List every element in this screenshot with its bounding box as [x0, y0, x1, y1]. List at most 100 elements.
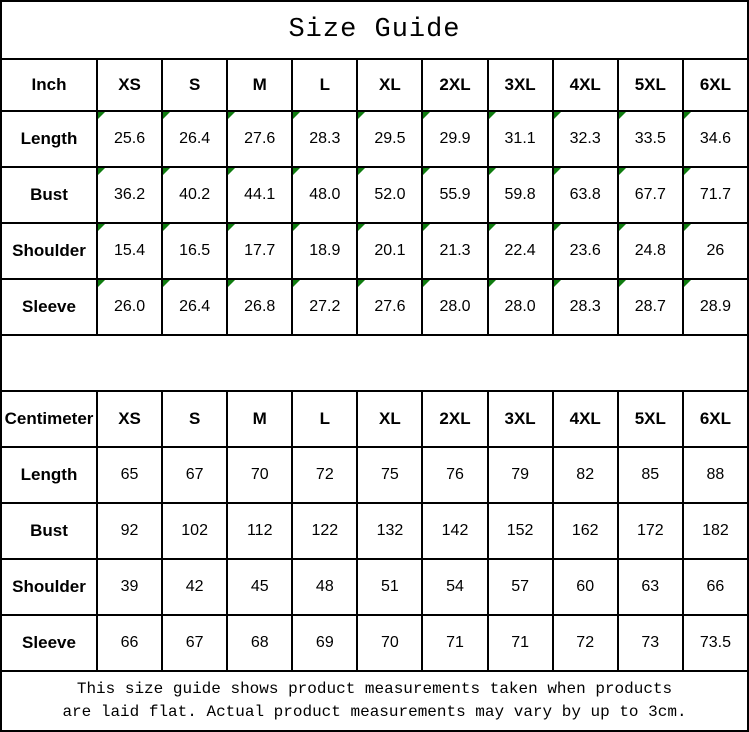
table-row: Bust 36.2 40.2 44.1 48.0 52.0 55.9 59.8 … — [0, 166, 749, 224]
size-value: 75 — [381, 466, 399, 483]
size-value: 66 — [706, 578, 725, 595]
size-cell: 122 — [291, 502, 359, 560]
size-value: 33.5 — [634, 130, 666, 147]
size-value: 22.4 — [504, 242, 536, 259]
size-cell: 71 — [486, 614, 554, 672]
excel-flag-triangle-icon — [684, 225, 691, 231]
size-value: 27.6 — [244, 130, 276, 147]
excel-flag-triangle-icon — [359, 169, 366, 175]
size-cell: 69 — [291, 614, 359, 672]
size-value: 42 — [185, 578, 204, 595]
excel-flag-triangle-icon — [359, 225, 366, 231]
size-value: 27.6 — [374, 298, 406, 315]
size-value: 112 — [246, 522, 273, 539]
excel-flag-triangle-icon — [359, 113, 366, 119]
size-cell: 18.9 — [291, 222, 359, 280]
size-value: 88 — [706, 466, 725, 483]
col-header-2xl: 2XL — [421, 390, 489, 448]
size-value: 79 — [511, 466, 529, 483]
excel-flag-triangle-icon — [424, 225, 431, 231]
size-value: 122 — [311, 522, 339, 539]
size-cell: 112 — [226, 502, 294, 560]
table-row: Shoulder 15.4 16.5 17.7 18.9 20.1 21.3 2… — [0, 222, 749, 280]
size-cell: 67.7 — [616, 166, 684, 224]
excel-flag-triangle-icon — [619, 225, 626, 231]
excel-flag-triangle-icon — [164, 169, 171, 175]
size-value: 72 — [315, 466, 334, 483]
size-value: 48 — [315, 578, 334, 595]
size-value: 82 — [576, 466, 595, 483]
col-header-6xl: 6XL — [681, 58, 749, 112]
size-value: 76 — [446, 466, 464, 483]
unit-header-centimeter: Centimeter — [0, 390, 98, 448]
size-cell: 32.3 — [551, 110, 619, 168]
size-cell: 26.4 — [161, 110, 229, 168]
table-row: Sleeve 66 67 68 69 70 71 71 72 73 73.5 — [0, 614, 749, 672]
unit-header-inch: Inch — [0, 58, 98, 112]
row-label-shoulder: Shoulder — [0, 558, 98, 616]
size-cell: 92 — [95, 502, 164, 560]
size-cell: 73 — [616, 614, 684, 672]
size-cell: 66 — [681, 558, 749, 616]
size-cell: 172 — [616, 502, 684, 560]
size-value: 92 — [120, 522, 139, 539]
size-cell: 44.1 — [226, 166, 294, 224]
size-value: 44.1 — [244, 186, 276, 203]
excel-flag-triangle-icon — [424, 281, 431, 287]
excel-flag-triangle-icon — [229, 225, 236, 231]
size-cell: 55.9 — [421, 166, 489, 224]
size-value: 26.8 — [244, 298, 276, 315]
size-value: 17.7 — [244, 242, 276, 259]
excel-flag-triangle-icon — [99, 169, 105, 175]
size-cell: 72 — [291, 446, 359, 504]
size-value: 63 — [641, 578, 660, 595]
col-header-6xl: 6XL — [681, 390, 749, 448]
excel-flag-triangle-icon — [229, 169, 236, 175]
size-value: 102 — [181, 522, 208, 539]
excel-flag-triangle-icon — [294, 281, 301, 287]
size-value: 172 — [636, 522, 664, 539]
excel-flag-triangle-icon — [619, 113, 626, 119]
size-value: 132 — [376, 522, 404, 539]
size-cell: 23.6 — [551, 222, 619, 280]
size-value: 21.3 — [439, 242, 471, 259]
size-cell: 63.8 — [551, 166, 619, 224]
size-cell: 26 — [681, 222, 749, 280]
size-value: 48.0 — [309, 186, 341, 203]
size-value: 28.9 — [699, 298, 731, 315]
size-value: 24.8 — [634, 242, 666, 259]
size-cell: 28.3 — [291, 110, 359, 168]
size-value: 18.9 — [309, 242, 341, 259]
size-value: 28.0 — [439, 298, 471, 315]
size-cell: 51 — [356, 558, 424, 616]
excel-flag-triangle-icon — [684, 281, 691, 287]
table-row: Length 25.6 26.4 27.6 28.3 29.5 29.9 31.… — [0, 110, 749, 168]
size-cell: 88 — [681, 446, 749, 504]
size-cell: 73.5 — [681, 614, 749, 672]
size-value: 31.1 — [504, 130, 536, 147]
size-value: 29.9 — [439, 130, 471, 147]
footer-line-1: This size guide shows product measuremen… — [76, 679, 673, 698]
col-header-4xl: 4XL — [551, 58, 619, 112]
table-row: Length 65 67 70 72 75 76 79 82 85 88 — [0, 446, 749, 504]
size-value: 20.1 — [374, 242, 406, 259]
size-value: 55.9 — [439, 186, 471, 203]
size-value: 68 — [250, 634, 269, 651]
size-cell: 45 — [226, 558, 294, 616]
size-cell: 71 — [421, 614, 489, 672]
size-cell: 24.8 — [616, 222, 684, 280]
col-header-4xl: 4XL — [551, 390, 619, 448]
size-cell: 28.0 — [486, 278, 554, 336]
size-value: 72 — [576, 634, 595, 651]
excel-flag-triangle-icon — [164, 113, 171, 119]
size-cell: 21.3 — [421, 222, 489, 280]
size-cell: 36.2 — [95, 166, 164, 224]
size-cell: 26.8 — [226, 278, 294, 336]
size-cell: 20.1 — [356, 222, 424, 280]
size-value: 23.6 — [569, 242, 601, 259]
excel-flag-triangle-icon — [554, 113, 561, 119]
size-value: 26.4 — [179, 130, 211, 147]
col-header-xl: XL — [356, 58, 424, 112]
excel-flag-triangle-icon — [164, 225, 171, 231]
size-value: 40.2 — [179, 186, 211, 203]
